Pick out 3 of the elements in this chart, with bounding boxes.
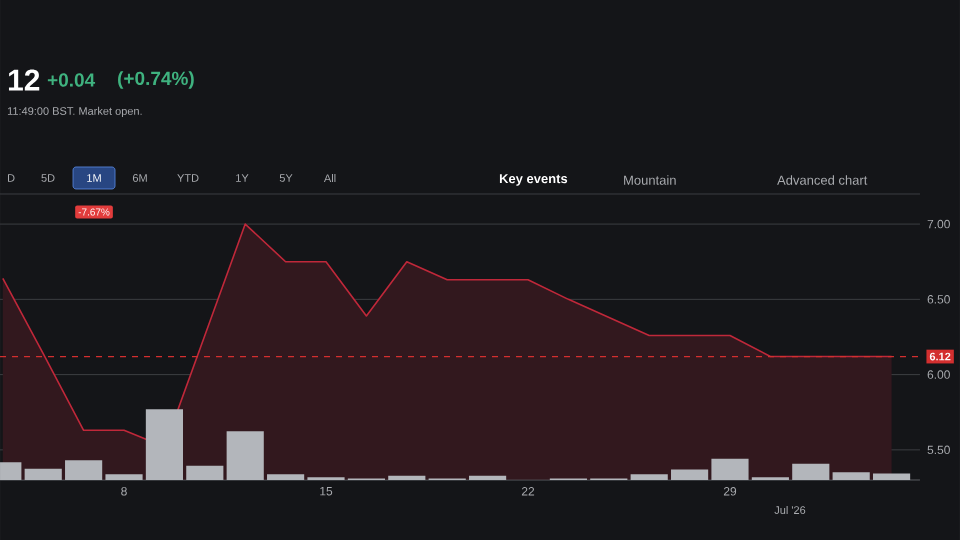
text: 12 xyxy=(8,69,40,91)
text: +0.04 xyxy=(47,73,96,87)
text: (+0.74%) xyxy=(118,71,194,89)
